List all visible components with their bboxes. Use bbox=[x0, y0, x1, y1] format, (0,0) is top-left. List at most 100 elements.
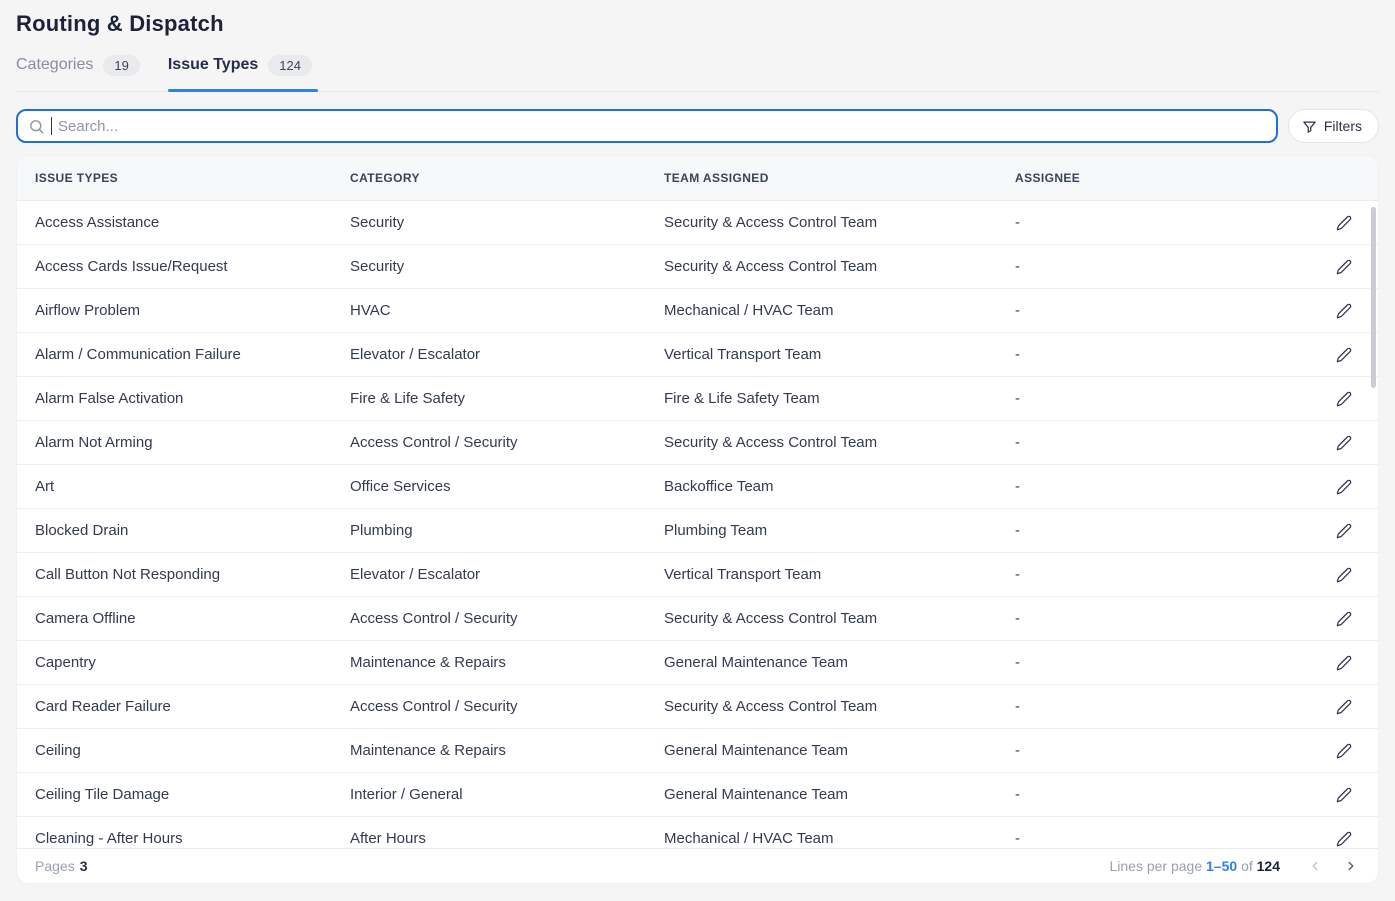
tab-issue-types[interactable]: Issue Types 124 bbox=[167, 51, 332, 92]
chevron-right-icon bbox=[1348, 861, 1354, 871]
edit-pencil-icon bbox=[1336, 523, 1352, 538]
cell-category: After Hours bbox=[350, 830, 426, 847]
edit-pencil-icon bbox=[1336, 743, 1352, 758]
cell-actions bbox=[1322, 785, 1378, 805]
table-row[interactable]: Access Cards Issue/Request Security Secu… bbox=[17, 245, 1378, 289]
edit-pencil-icon bbox=[1336, 567, 1352, 582]
edit-pencil-icon bbox=[1336, 831, 1352, 846]
edit-pencil-icon bbox=[1336, 347, 1352, 362]
footer-right: Lines per page 1–50 of 124 bbox=[1109, 857, 1360, 875]
cell-issue-type: Card Reader Failure bbox=[35, 698, 171, 715]
cell-team-assigned: Vertical Transport Team bbox=[664, 346, 822, 363]
tab-categories-count-badge: 19 bbox=[103, 54, 140, 76]
edit-row-button[interactable] bbox=[1334, 741, 1354, 761]
vertical-scrollbar[interactable] bbox=[1371, 207, 1376, 388]
cell-issue-type: Blocked Drain bbox=[35, 522, 129, 539]
cell-issue-type: Camera Offline bbox=[35, 610, 136, 627]
edit-row-button[interactable] bbox=[1334, 213, 1354, 233]
cell-team-assigned: Plumbing Team bbox=[664, 522, 768, 539]
column-header-issue-types: ISSUE TYPES bbox=[35, 171, 119, 185]
edit-row-button[interactable] bbox=[1334, 697, 1354, 717]
search-box[interactable] bbox=[16, 109, 1278, 143]
cell-assignee: - bbox=[1015, 302, 1020, 319]
table-footer: Pages 3 Lines per page 1–50 of 124 bbox=[17, 848, 1378, 883]
lines-per-page-indicator: Lines per page 1–50 of 124 bbox=[1109, 858, 1280, 874]
cell-team-assigned: General Maintenance Team bbox=[664, 742, 848, 759]
edit-pencil-icon bbox=[1336, 303, 1352, 318]
cell-assignee: - bbox=[1015, 742, 1020, 759]
table-row[interactable]: Alarm / Communication Failure Elevator /… bbox=[17, 333, 1378, 377]
column-header-assignee: ASSIGNEE bbox=[1015, 171, 1081, 185]
cell-actions bbox=[1322, 829, 1378, 849]
table-row[interactable]: Ceiling Tile Damage Interior / General G… bbox=[17, 773, 1378, 817]
cell-assignee: - bbox=[1015, 258, 1020, 275]
cell-issue-type: Art bbox=[35, 478, 55, 495]
table-row[interactable]: Art Office Services Backoffice Team - bbox=[17, 465, 1378, 509]
filters-button[interactable]: Filters bbox=[1287, 109, 1379, 143]
cell-team-assigned: General Maintenance Team bbox=[664, 654, 848, 671]
search-input[interactable] bbox=[58, 117, 1266, 135]
pages-label: Pages bbox=[35, 858, 75, 874]
table-row[interactable]: Card Reader Failure Access Control / Sec… bbox=[17, 685, 1378, 729]
cell-issue-type: Call Button Not Responding bbox=[35, 566, 221, 583]
edit-row-button[interactable] bbox=[1334, 521, 1354, 541]
pages-value: 3 bbox=[79, 858, 88, 874]
tab-issue-types-label: Issue Types bbox=[167, 56, 259, 73]
table-row[interactable]: Blocked Drain Plumbing Plumbing Team - bbox=[17, 509, 1378, 553]
cell-category: Elevator / Escalator bbox=[350, 566, 481, 583]
cell-category: Maintenance & Repairs bbox=[350, 654, 506, 671]
edit-pencil-icon bbox=[1336, 655, 1352, 670]
cell-actions bbox=[1322, 697, 1378, 717]
cell-issue-type: Access Cards Issue/Request bbox=[35, 258, 228, 275]
table-row[interactable]: Alarm Not Arming Access Control / Securi… bbox=[17, 421, 1378, 465]
table-header-row: ISSUE TYPES CATEGORY TEAM ASSIGNED ASSIG… bbox=[17, 156, 1378, 201]
table-row[interactable]: Ceiling Maintenance & Repairs General Ma… bbox=[17, 729, 1378, 773]
table-row[interactable]: Cleaning - After Hours After Hours Mecha… bbox=[17, 817, 1378, 850]
cell-assignee: - bbox=[1015, 698, 1020, 715]
cell-issue-type: Airflow Problem bbox=[35, 302, 141, 319]
next-page-button[interactable] bbox=[1342, 857, 1360, 875]
filters-button-label: Filters bbox=[1323, 118, 1362, 134]
edit-row-button[interactable] bbox=[1334, 609, 1354, 629]
tab-categories[interactable]: Categories 19 bbox=[16, 51, 160, 91]
table-row[interactable]: Capentry Maintenance & Repairs General M… bbox=[17, 641, 1378, 685]
edit-row-button[interactable] bbox=[1334, 653, 1354, 673]
table-row[interactable]: Access Assistance Security Security & Ac… bbox=[17, 201, 1378, 245]
cell-issue-type: Alarm / Communication Failure bbox=[35, 346, 241, 363]
toolbar: Filters bbox=[16, 109, 1379, 143]
previous-page-button[interactable] bbox=[1306, 857, 1324, 875]
cell-team-assigned: Fire & Life Safety Team bbox=[664, 390, 820, 407]
edit-row-button[interactable] bbox=[1334, 565, 1354, 585]
cell-actions bbox=[1322, 389, 1378, 409]
cell-team-assigned: Mechanical / HVAC Team bbox=[664, 302, 834, 319]
cell-assignee: - bbox=[1015, 478, 1020, 495]
cell-issue-type: Alarm Not Arming bbox=[35, 434, 153, 451]
column-header-category: CATEGORY bbox=[350, 171, 420, 185]
edit-row-button[interactable] bbox=[1334, 257, 1354, 277]
table-row[interactable]: Alarm False Activation Fire & Life Safet… bbox=[17, 377, 1378, 421]
table-row[interactable]: Camera Offline Access Control / Security… bbox=[17, 597, 1378, 641]
edit-row-button[interactable] bbox=[1334, 785, 1354, 805]
lines-of-label: of bbox=[1241, 858, 1253, 874]
cell-actions bbox=[1322, 741, 1378, 761]
cell-actions bbox=[1322, 565, 1378, 585]
edit-pencil-icon bbox=[1336, 259, 1352, 274]
table-row[interactable]: Call Button Not Responding Elevator / Es… bbox=[17, 553, 1378, 597]
edit-row-button[interactable] bbox=[1334, 829, 1354, 849]
cell-category: Access Control / Security bbox=[350, 698, 518, 715]
cell-assignee: - bbox=[1015, 830, 1020, 847]
edit-row-button[interactable] bbox=[1334, 389, 1354, 409]
lines-label: Lines per page bbox=[1109, 858, 1203, 874]
edit-row-button[interactable] bbox=[1334, 477, 1354, 497]
edit-row-button[interactable] bbox=[1334, 433, 1354, 453]
cell-issue-type: Access Assistance bbox=[35, 214, 160, 231]
cell-issue-type: Cleaning - After Hours bbox=[35, 830, 183, 847]
cell-category: Plumbing bbox=[350, 522, 413, 539]
cell-category: Security bbox=[350, 214, 405, 231]
edit-row-button[interactable] bbox=[1334, 345, 1354, 365]
cell-assignee: - bbox=[1015, 610, 1020, 627]
cell-issue-type: Alarm False Activation bbox=[35, 390, 184, 407]
table-body: Access Assistance Security Security & Ac… bbox=[17, 201, 1378, 850]
edit-row-button[interactable] bbox=[1334, 301, 1354, 321]
table-row[interactable]: Airflow Problem HVAC Mechanical / HVAC T… bbox=[17, 289, 1378, 333]
